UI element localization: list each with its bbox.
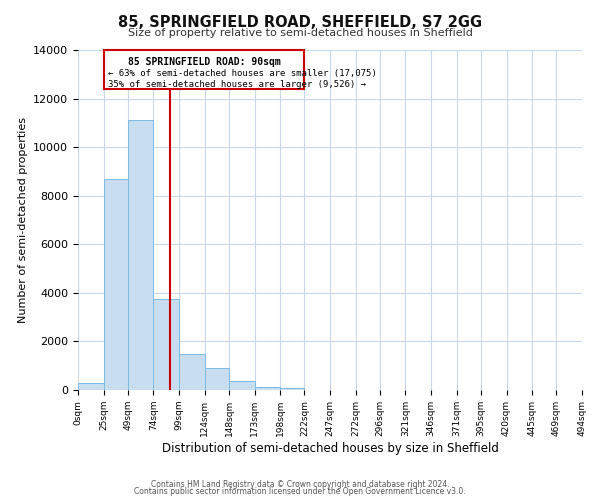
Bar [78, 382, 104, 390]
Bar [104, 178, 128, 390]
Bar [179, 354, 205, 390]
Text: 85 SPRINGFIELD ROAD: 90sqm: 85 SPRINGFIELD ROAD: 90sqm [128, 58, 280, 68]
Bar [280, 388, 304, 390]
Text: ← 63% of semi-detached houses are smaller (17,075): ← 63% of semi-detached houses are smalle… [107, 70, 376, 78]
Text: 85, SPRINGFIELD ROAD, SHEFFIELD, S7 2GG: 85, SPRINGFIELD ROAD, SHEFFIELD, S7 2GG [118, 15, 482, 30]
Y-axis label: Number of semi-detached properties: Number of semi-detached properties [17, 117, 28, 323]
Text: Contains HM Land Registry data © Crown copyright and database right 2024.: Contains HM Land Registry data © Crown c… [151, 480, 449, 489]
Text: Size of property relative to semi-detached houses in Sheffield: Size of property relative to semi-detach… [128, 28, 472, 38]
X-axis label: Distribution of semi-detached houses by size in Sheffield: Distribution of semi-detached houses by … [161, 442, 499, 454]
Bar [229, 381, 254, 390]
Bar [154, 299, 179, 390]
FancyBboxPatch shape [104, 50, 304, 89]
Text: 35% of semi-detached houses are larger (9,526) →: 35% of semi-detached houses are larger (… [107, 80, 365, 90]
Text: Contains public sector information licensed under the Open Government Licence v3: Contains public sector information licen… [134, 487, 466, 496]
Bar [205, 368, 229, 390]
Bar [254, 387, 280, 390]
Bar [128, 120, 154, 390]
